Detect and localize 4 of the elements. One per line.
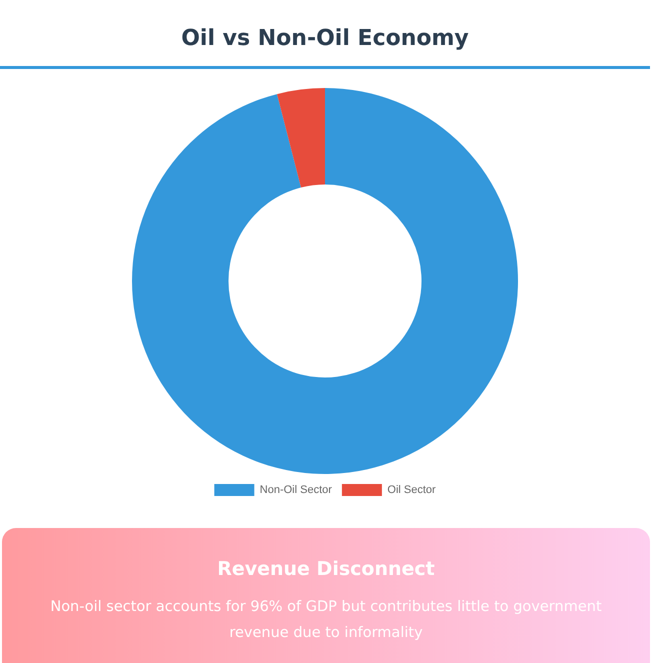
legend-label: Non-Oil Sector xyxy=(260,484,332,496)
legend-label: Oil Sector xyxy=(387,484,436,496)
chart-title: Oil vs Non-Oil Economy xyxy=(180,26,470,51)
info-card: Revenue Disconnect Non-oil sector accounts for 96% of GDP but contributes little to government revenue due to informality xyxy=(2,528,650,663)
